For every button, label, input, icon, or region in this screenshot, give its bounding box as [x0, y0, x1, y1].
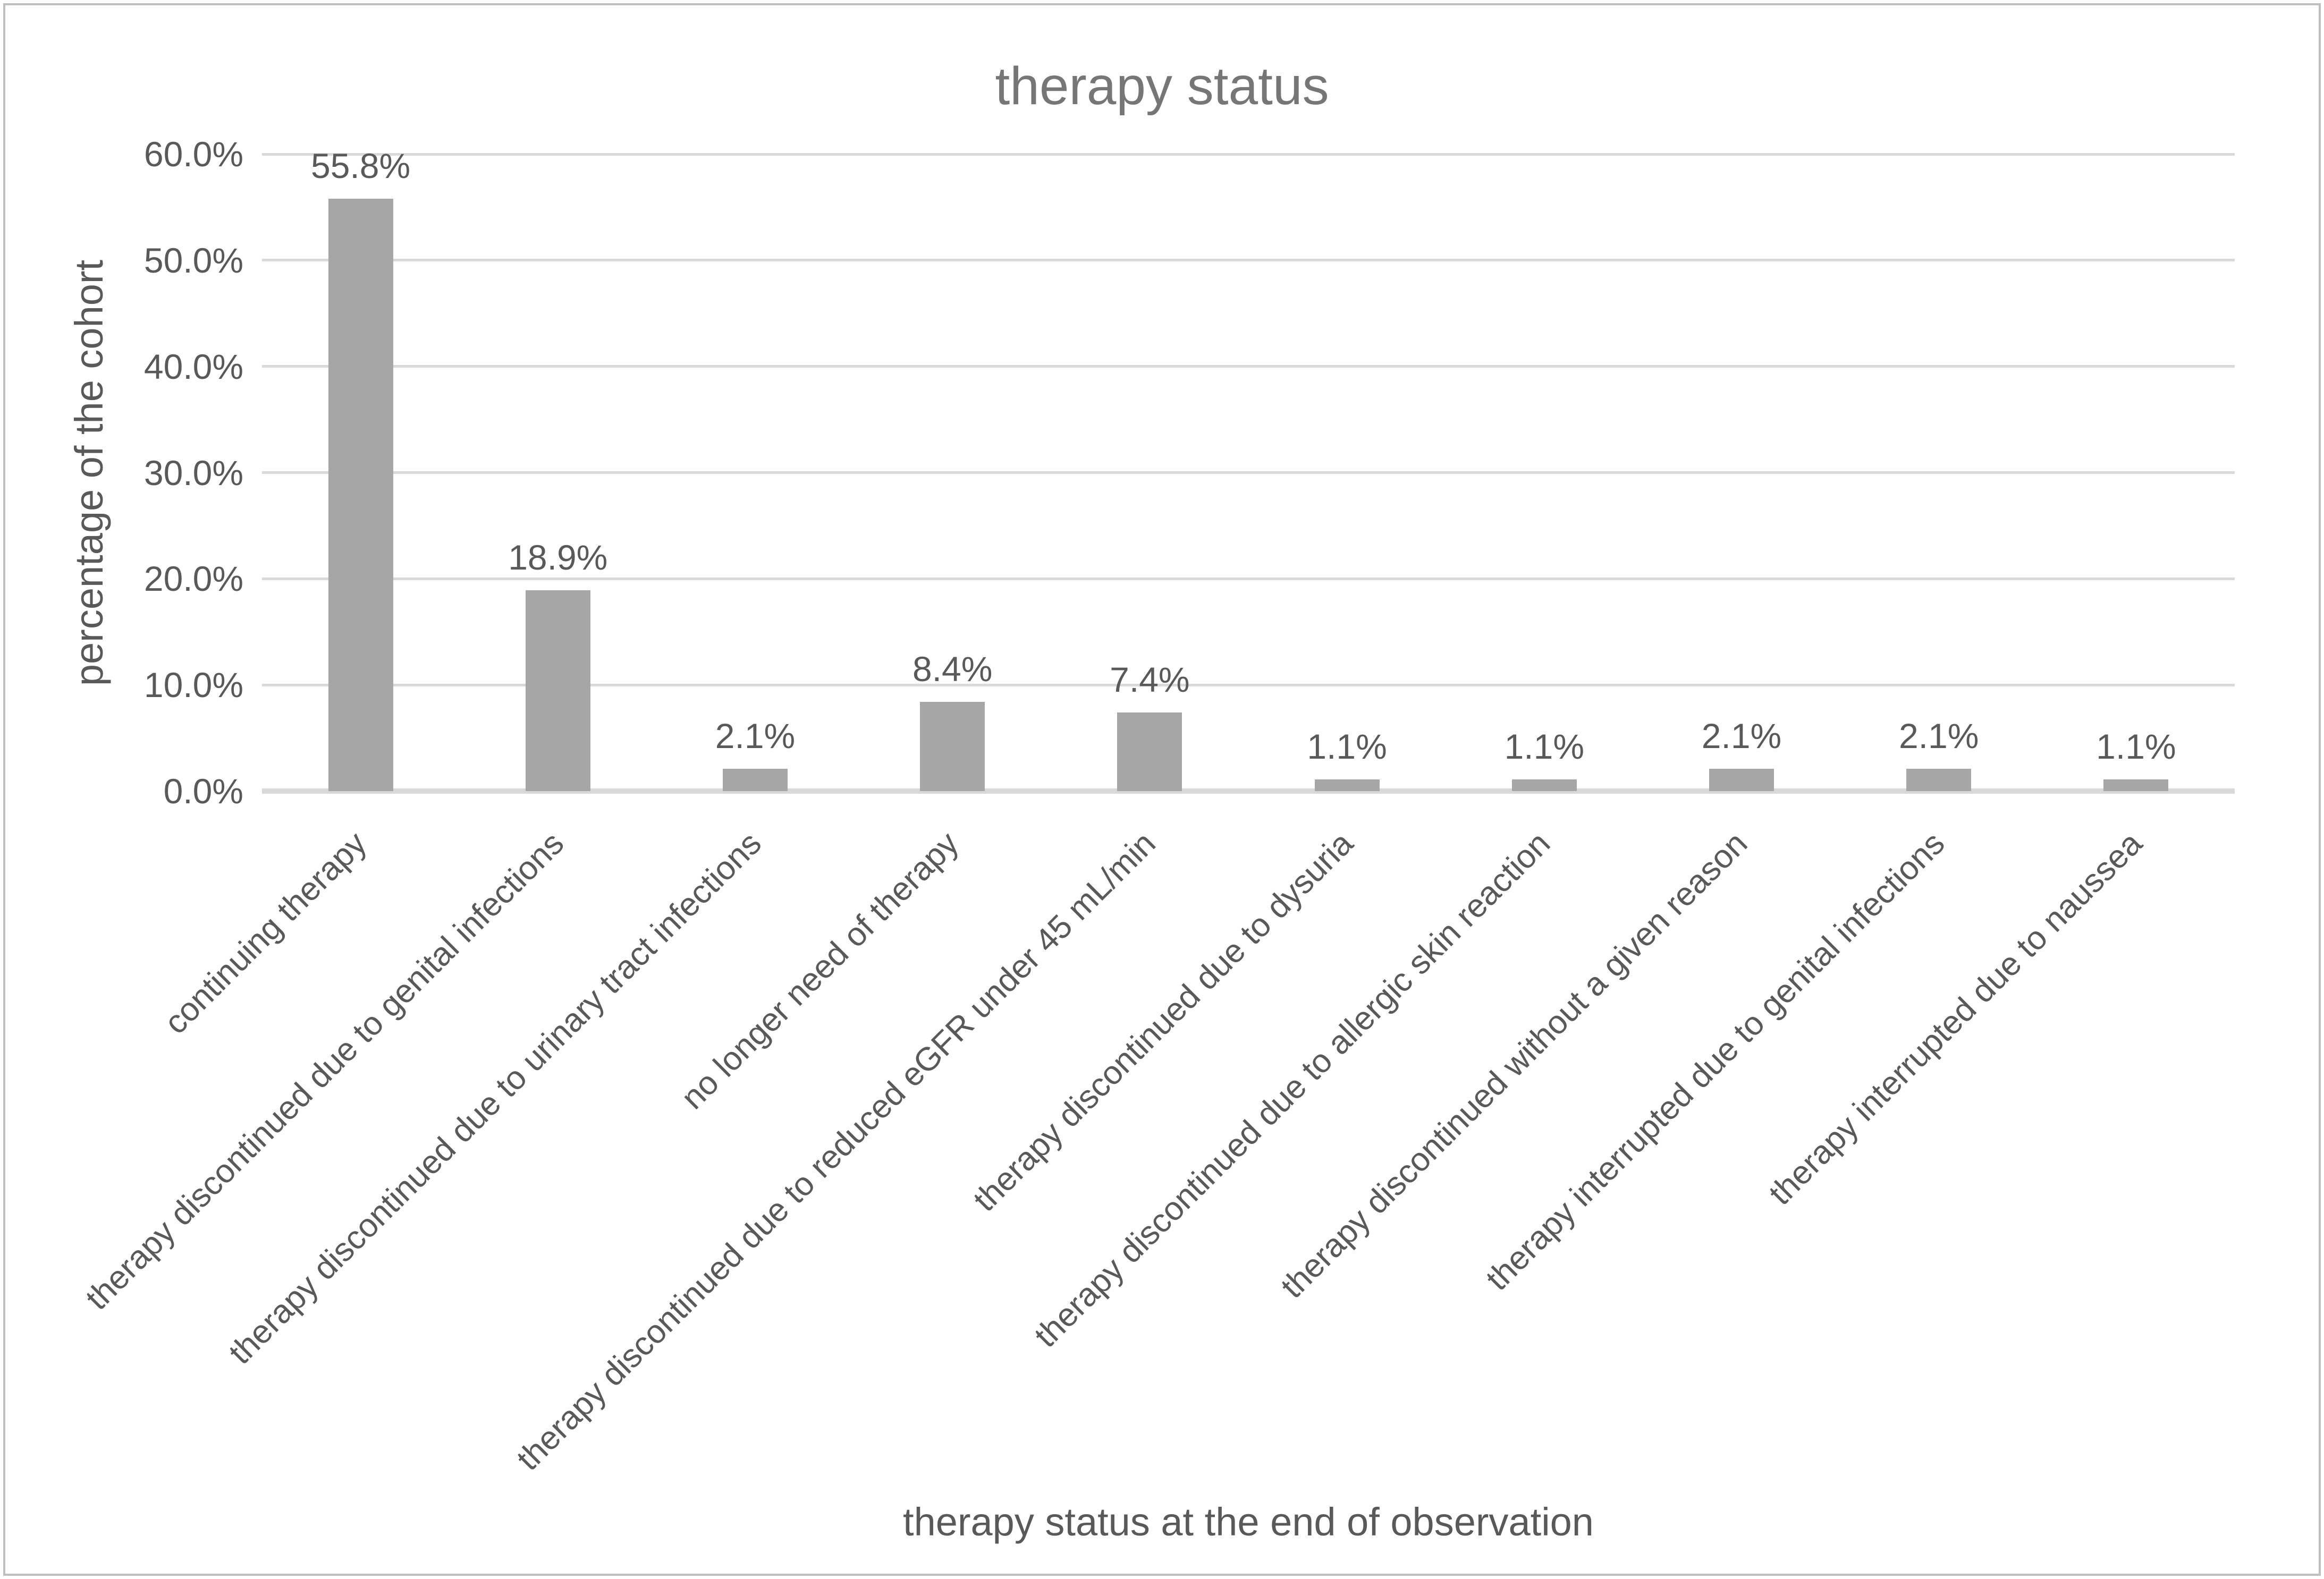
y-tick-label: 30.0%: [143, 453, 243, 493]
x-axis-title: therapy status at the end of observation: [903, 1500, 1594, 1544]
bar-value-label: 2.1%: [715, 716, 796, 755]
bar-value-label: 55.8%: [311, 146, 411, 185]
bar: [1314, 779, 1380, 791]
gridline: [262, 365, 2235, 368]
bar-value-label: 18.9%: [508, 538, 608, 577]
x-category-label: therapy discontinued without a given rea…: [1274, 825, 1755, 1305]
x-category-label: continuing therapy: [157, 825, 374, 1041]
bar: [328, 199, 393, 791]
y-tick-label: 10.0%: [143, 665, 243, 705]
y-tick-label: 0.0%: [163, 771, 243, 811]
bar: [1906, 769, 1972, 791]
x-category-label: therapy interrupted due to naussea: [1762, 825, 2149, 1212]
y-tick-label: 50.0%: [143, 240, 243, 280]
chart-title: therapy status: [995, 56, 1329, 116]
bar: [723, 769, 788, 791]
y-tick-label: 40.0%: [143, 346, 243, 386]
bar-value-label: 1.1%: [1504, 727, 1585, 766]
bar: [1511, 779, 1577, 791]
x-axis-line: [262, 788, 2235, 794]
gridline: [262, 471, 2235, 474]
gridline: [262, 152, 2235, 156]
gridline: [262, 683, 2235, 686]
bar: [2103, 779, 2169, 791]
bar: [1709, 769, 1774, 791]
y-tick-label: 60.0%: [143, 134, 243, 174]
x-category-label: therapy interrupted due to genital infec…: [1479, 825, 1952, 1298]
bar-value-label: 1.1%: [1307, 727, 1387, 766]
bar-value-label: 8.4%: [912, 649, 993, 689]
bar-value-label: 2.1%: [1701, 716, 1782, 755]
bar-value-label: 1.1%: [2096, 727, 2176, 766]
bar: [920, 702, 985, 791]
y-tick-label: 20.0%: [143, 559, 243, 599]
bar: [525, 590, 590, 791]
bar-value-label: 2.1%: [1898, 716, 1979, 755]
bar: [1117, 712, 1182, 791]
x-category-label: therapy discontinued due to reduced eGFR…: [510, 825, 1163, 1478]
bar-value-label: 7.4%: [1110, 660, 1190, 699]
gridline: [262, 259, 2235, 262]
gridline: [262, 577, 2235, 580]
x-category-label: therapy discontinued due to dysuria: [966, 825, 1360, 1219]
